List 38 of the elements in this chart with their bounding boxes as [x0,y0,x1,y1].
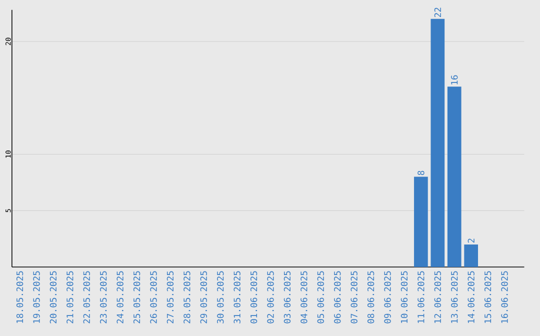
x-tick-label: 19.05.2025 [33,271,40,323]
x-tick-label: 28.05.2025 [184,271,190,324]
x-tick-label: 25.05.2025 [133,271,140,324]
x-tick-label: 21.05.2025 [66,271,74,324]
x-tick-label: 31.05.2025 [234,271,240,324]
x-tick-label: 12.06.2025 [434,271,442,323]
data-label: 16 [451,75,458,84]
x-tick-label: 16.06.2025 [501,271,508,323]
data-label: 2 [468,238,474,242]
x-tick-label: 07.06.2025 [350,271,358,324]
x-tick-label: 23.05.2025 [100,271,107,324]
x-tick-label: 15.06.2025 [484,271,492,323]
data-label: 22 [434,8,441,17]
x-tick-label: 09.06.2025 [384,271,391,324]
x-tick-label: 11.06.2025 [418,271,424,323]
bar [464,244,478,267]
x-tick-label: 20.05.2025 [50,271,57,324]
x-tick-label: 10.06.2025 [400,271,408,323]
bar [414,176,428,267]
x-tick-label: 08.06.2025 [367,271,374,324]
bar [447,86,462,267]
x-tick-label: 18.05.2025 [16,271,24,323]
x-tick-label: 06.06.2025 [334,271,341,324]
x-tick-label: 02.06.2025 [267,271,274,324]
x-tick-label: 05.06.2025 [317,271,324,324]
x-tick-label: 29.05.2025 [200,271,207,324]
x-tick-label: 04.06.2025 [300,271,308,324]
data-label: 8 [418,170,424,175]
x-tick-label: 01.06.2025 [250,271,258,324]
bar [430,18,445,267]
x-tick-label: 13.06.2025 [451,271,458,323]
x-tick-label: 22.05.2025 [83,271,90,324]
x-tick-label: 03.06.2025 [284,271,291,324]
x-tick-label: 27.05.2025 [166,271,174,324]
x-tick-label: 26.05.2025 [150,271,157,324]
x-tick-label: 30.05.2025 [217,271,224,324]
x-tick-label: 24.05.2025 [116,271,124,324]
x-tick-label: 14.06.2025 [468,271,474,323]
